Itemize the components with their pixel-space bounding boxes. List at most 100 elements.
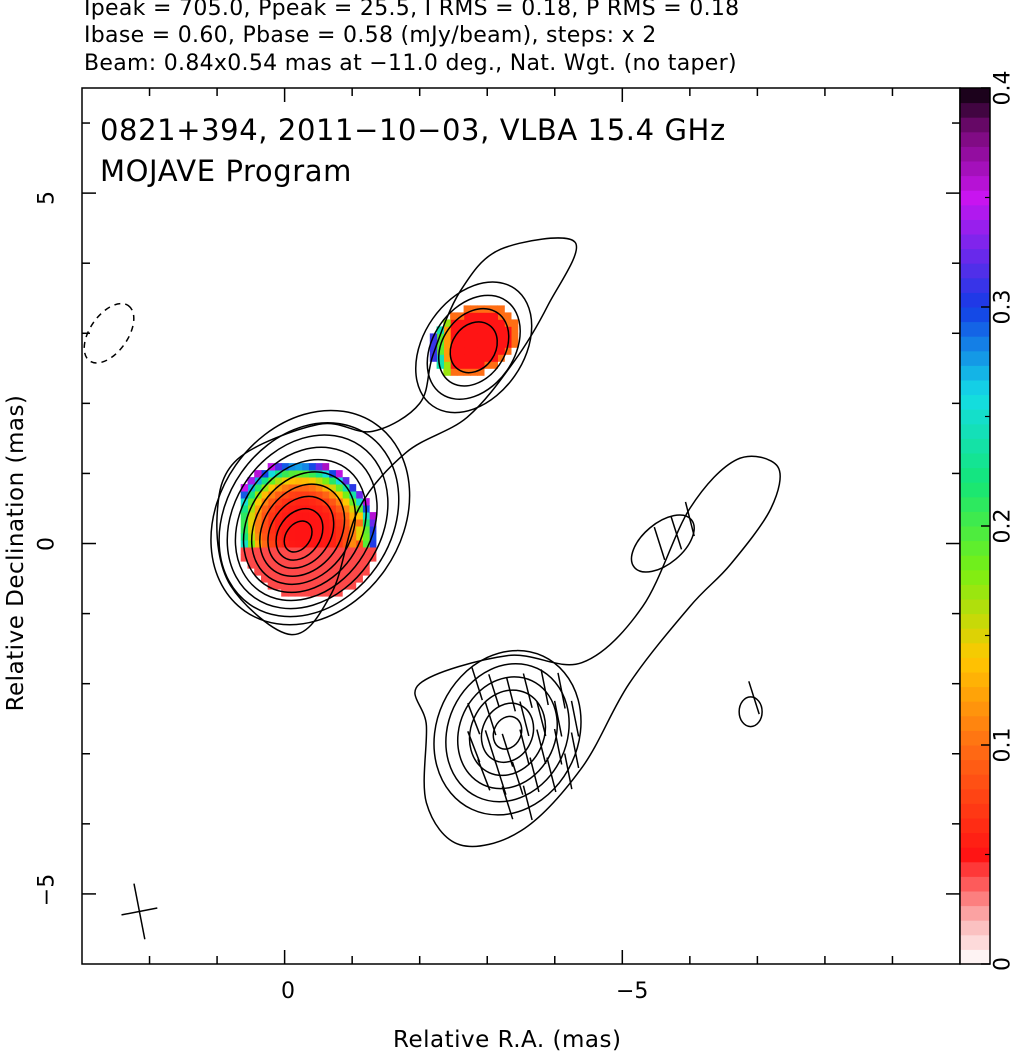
pol-pixel: [261, 533, 269, 541]
polarization-tick: [557, 672, 566, 709]
colorbar-step: [960, 847, 990, 863]
pol-pixel: [483, 347, 492, 355]
polarization-tick: [522, 785, 533, 821]
colorbar-step: [960, 438, 990, 454]
pol-pixel: [294, 533, 303, 541]
pol-pixel: [328, 554, 336, 562]
pol-pixel: [301, 554, 309, 562]
pol-pixel: [261, 561, 269, 569]
pol-pixel: [463, 312, 471, 320]
header-line-1: Ipeak = 705.0, Ppeak = 25.5, I RMS = 0.1…: [84, 0, 740, 21]
pol-pixel: [355, 491, 363, 499]
north-knot-contour: [449, 321, 499, 374]
pol-pixel: [342, 477, 350, 485]
pol-pixel: [308, 484, 316, 492]
pol-pixel: [456, 340, 465, 348]
pol-pixel: [490, 340, 498, 348]
polarization-tick: [519, 729, 530, 765]
colorbar-step: [960, 584, 990, 600]
north-knot-contour: [414, 281, 533, 414]
pol-pixel: [355, 519, 363, 527]
core-contour: [210, 409, 411, 626]
pol-pixel: [294, 582, 303, 590]
y-tick-label-0: 0: [34, 537, 60, 551]
core-contour: [234, 446, 378, 602]
pol-pixel: [504, 319, 512, 327]
pol-pixel: [483, 333, 492, 341]
negative-contour: [83, 302, 135, 364]
colorbar-step: [960, 292, 990, 308]
pol-pixel: [456, 368, 465, 376]
pol-pixel: [288, 484, 296, 492]
polarization-tick: [670, 516, 683, 550]
pol-pixel: [274, 533, 282, 541]
pol-pixel: [450, 312, 458, 320]
pol-pixel: [369, 547, 377, 555]
polarization-tick: [570, 732, 580, 769]
pol-pixel: [335, 491, 343, 499]
pol-pixel: [247, 526, 255, 534]
pol-pixel: [355, 547, 363, 555]
colorbar-step: [960, 861, 990, 877]
pol-pixel: [490, 354, 498, 362]
pol-pixel: [308, 561, 316, 569]
pol-pixel: [335, 575, 343, 583]
pol-pixel: [274, 554, 282, 562]
pol-pixel: [450, 347, 458, 355]
pol-pixel: [483, 326, 492, 334]
pol-pixel: [267, 547, 276, 555]
pol-pixel: [321, 484, 330, 492]
pol-pixel: [348, 526, 357, 534]
pol-pixel: [328, 582, 336, 590]
pol-pixel: [267, 477, 276, 485]
pol-pixel: [267, 561, 276, 569]
isolated-contour: [738, 696, 763, 728]
south-knot-contour: [456, 676, 559, 790]
pol-pixel: [463, 319, 471, 327]
polarization-tick: [536, 701, 547, 737]
pol-pixel: [294, 491, 303, 499]
pol-pixel: [328, 505, 336, 513]
pol-pixel: [315, 463, 323, 471]
pol-pixel: [321, 533, 330, 541]
pol-pixel: [328, 575, 336, 583]
pol-pixel: [267, 484, 276, 492]
pol-pixel: [328, 526, 336, 534]
colorbar-label-0.1: 0.1: [990, 727, 1016, 763]
colorbar-step: [960, 555, 990, 571]
pol-pixel: [308, 470, 316, 478]
colorbar-step: [960, 307, 990, 323]
pol-pixel: [497, 305, 505, 313]
pol-pixel: [261, 554, 269, 562]
polarization-tick: [553, 728, 563, 765]
pol-pixel: [342, 498, 350, 506]
pol-pixel: [315, 477, 323, 485]
pol-pixel: [321, 498, 330, 506]
pol-pixel: [315, 561, 323, 569]
pol-pixel: [288, 512, 296, 520]
pol-pixel: [456, 354, 465, 362]
beam-marker: [121, 883, 158, 940]
pol-pixel: [274, 505, 282, 513]
pol-pixel: [254, 568, 262, 576]
colorbar-step: [960, 774, 990, 790]
pol-pixel: [288, 505, 296, 513]
pol-pixel: [308, 512, 316, 520]
colorbar-step: [960, 540, 990, 556]
pol-pixel: [301, 463, 309, 471]
pol-pixel: [254, 540, 262, 548]
pol-pixel: [321, 575, 330, 583]
pol-pixel: [342, 512, 350, 520]
pol-pixel: [456, 347, 465, 355]
pol-pixel: [483, 340, 492, 348]
pol-pixel: [348, 484, 357, 492]
pol-pixel: [281, 484, 289, 492]
pol-pixel: [294, 540, 303, 548]
pol-pixel: [362, 540, 370, 548]
colorbar-step: [960, 876, 990, 892]
pol-pixel: [281, 498, 289, 506]
polarization-tick: [467, 731, 481, 763]
colorbar-step: [960, 394, 990, 410]
pol-pixel: [335, 498, 343, 506]
pol-pixel: [294, 568, 303, 576]
